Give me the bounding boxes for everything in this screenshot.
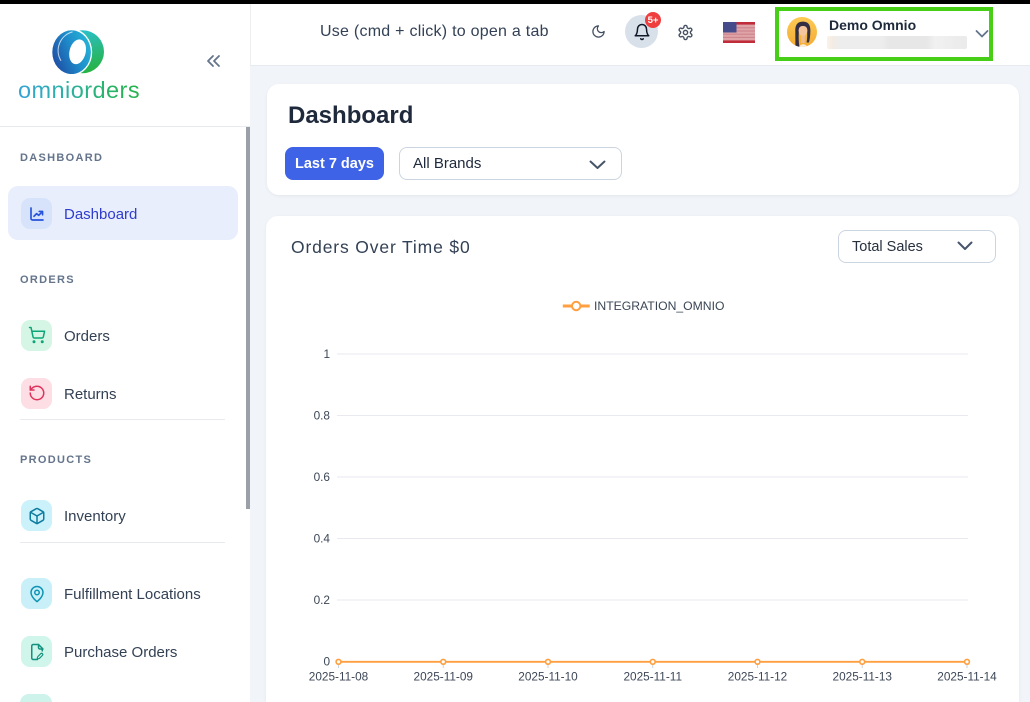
svg-text:1: 1 [323,347,330,361]
svg-text:2025-11-11: 2025-11-11 [623,670,682,684]
svg-text:2025-11-09: 2025-11-09 [414,670,473,684]
svg-text:0.6: 0.6 [314,470,331,484]
svg-text:2025-11-13: 2025-11-13 [833,670,893,684]
svg-text:2025-11-08: 2025-11-08 [309,670,369,684]
svg-text:2025-11-10: 2025-11-10 [518,670,578,684]
svg-text:INTEGRATION_OMNIO: INTEGRATION_OMNIO [594,299,724,313]
svg-text:0.4: 0.4 [314,532,331,546]
svg-text:2025-11-12: 2025-11-12 [728,670,787,684]
svg-text:2025-11-14: 2025-11-14 [937,670,997,684]
svg-text:0.2: 0.2 [314,593,330,607]
svg-text:0.8: 0.8 [314,409,331,423]
svg-text:0: 0 [323,655,330,669]
